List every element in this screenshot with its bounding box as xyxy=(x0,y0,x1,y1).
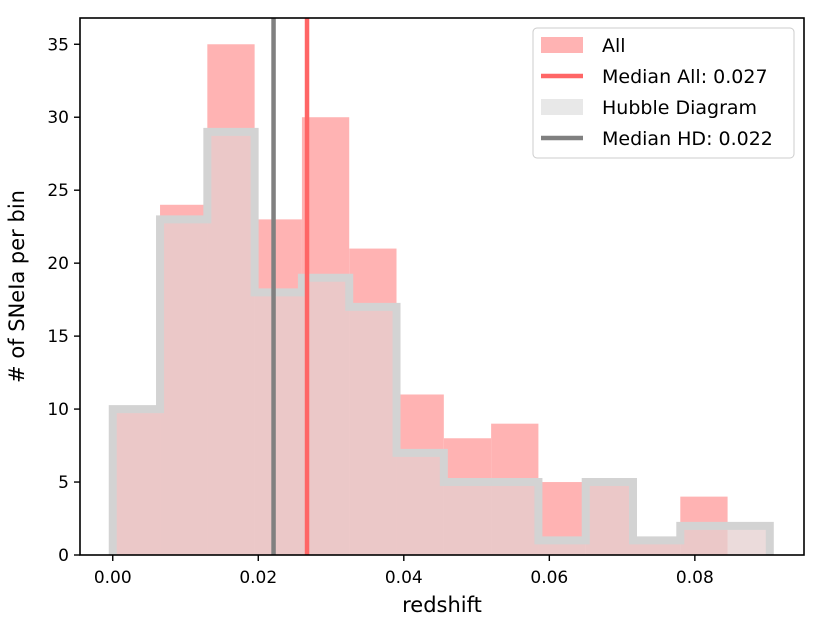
x-axis: 0.00 0.02 0.04 0.06 0.08 xyxy=(94,555,714,588)
legend-swatch xyxy=(541,37,583,53)
bar-hubble-diagram xyxy=(585,482,634,555)
y-tick-label: 30 xyxy=(47,108,69,128)
x-axis-label: redshift xyxy=(402,593,482,617)
x-tick-label: 0.02 xyxy=(239,568,277,588)
y-tick-label: 0 xyxy=(58,546,69,566)
y-tick-label: 25 xyxy=(47,181,69,201)
x-tick-label: 0.04 xyxy=(385,568,423,588)
legend-label: All xyxy=(602,35,626,57)
y-axis: 0 5 10 15 20 25 30 35 xyxy=(47,35,80,566)
bar-hubble-diagram xyxy=(301,277,350,555)
bar-hubble-diagram xyxy=(396,452,444,555)
bar-hubble-diagram xyxy=(112,409,161,555)
legend-label: Hubble Diagram xyxy=(602,97,757,119)
y-tick-label: 5 xyxy=(58,473,69,493)
y-tick-label: 20 xyxy=(47,254,69,274)
x-tick-label: 0.00 xyxy=(94,568,132,588)
bar-hubble-diagram xyxy=(491,482,539,555)
plot-content xyxy=(108,18,774,556)
legend-swatch xyxy=(541,99,583,115)
y-tick-label: 10 xyxy=(47,400,69,420)
bar-hubble-diagram xyxy=(160,219,208,555)
legend-label: Median All: 0.027 xyxy=(602,66,768,88)
y-axis-label: # of SNeIa per bin xyxy=(5,190,29,383)
y-tick-label: 15 xyxy=(47,327,69,347)
bar-hubble-diagram xyxy=(727,525,770,555)
y-tick-label: 35 xyxy=(47,35,69,55)
bar-hubble-diagram xyxy=(207,131,255,555)
bar-hubble-diagram xyxy=(680,525,728,555)
legend-label: Median HD: 0.022 xyxy=(602,128,773,150)
bar-hubble-diagram xyxy=(254,292,302,555)
legend: All Median All: 0.027 Hubble Diagram Median… xyxy=(532,27,795,159)
axes-frame xyxy=(79,17,805,556)
bar-hubble-diagram xyxy=(443,482,492,555)
legend-box xyxy=(532,27,795,159)
x-tick-label: 0.06 xyxy=(530,568,568,588)
step-hubble-diagram xyxy=(108,127,774,555)
bar-hubble-diagram xyxy=(349,306,397,555)
x-tick-label: 0.08 xyxy=(676,568,714,588)
